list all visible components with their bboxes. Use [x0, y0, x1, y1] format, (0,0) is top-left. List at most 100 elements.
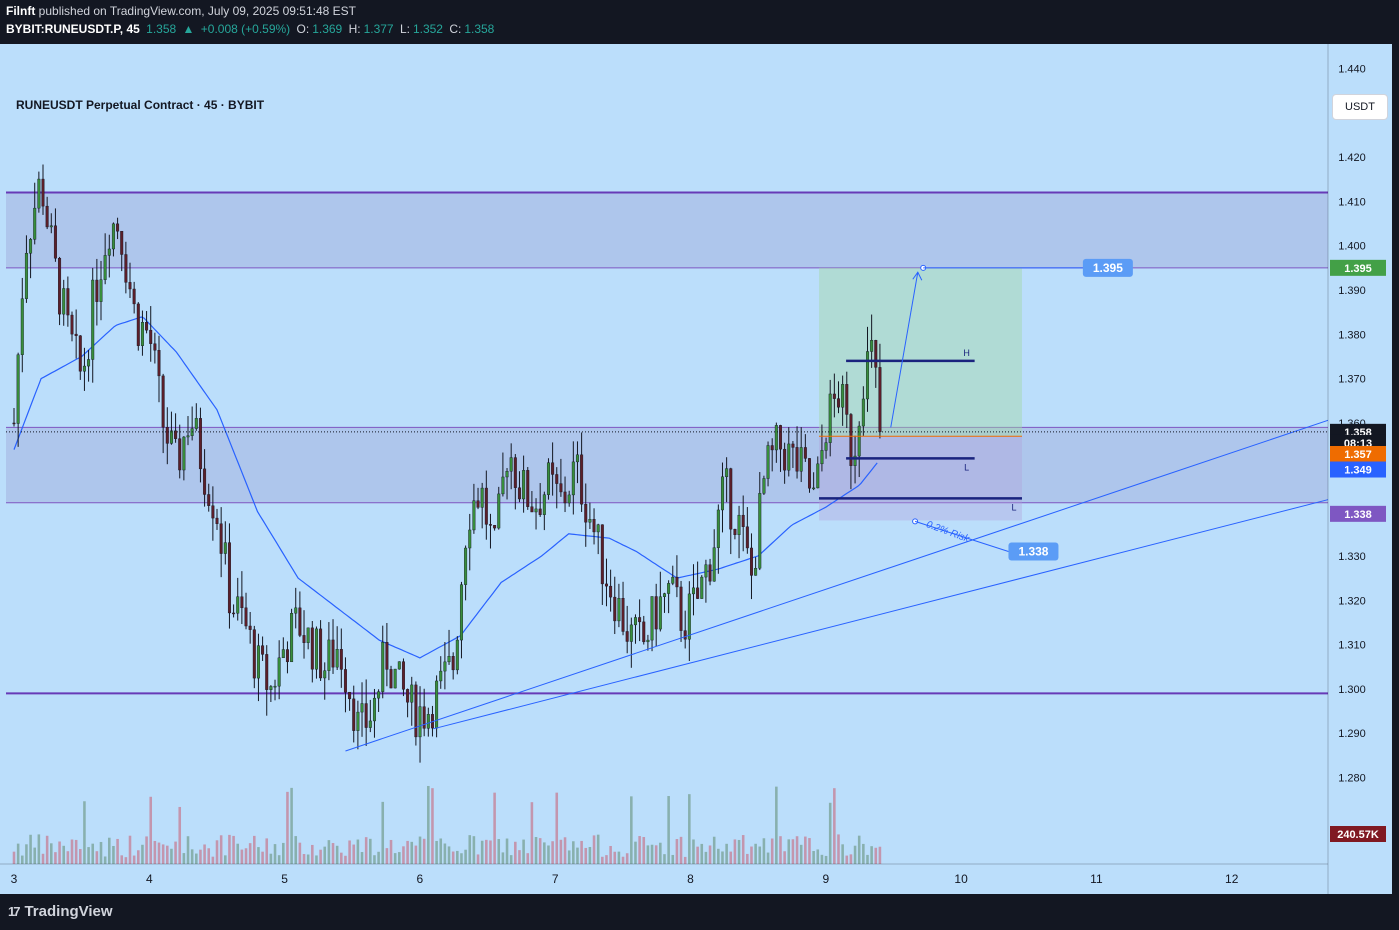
candle-body[interactable] [604, 583, 608, 587]
candle-body[interactable] [650, 596, 654, 641]
candle-body[interactable] [683, 630, 687, 640]
candle-body[interactable] [240, 596, 244, 609]
candle-body[interactable] [646, 639, 650, 643]
candle-body[interactable] [174, 430, 178, 439]
candle-body[interactable] [132, 288, 136, 305]
candle-body[interactable] [513, 457, 517, 488]
candle-body[interactable] [418, 706, 422, 738]
candle-body[interactable] [327, 639, 331, 671]
candle-body[interactable] [725, 468, 729, 478]
candle-body[interactable] [16, 354, 20, 424]
candle-body[interactable] [551, 462, 555, 475]
candle-body[interactable] [592, 518, 596, 533]
candle-body[interactable] [381, 642, 385, 692]
moving-average-line[interactable] [13, 316, 878, 659]
tradingview-logo[interactable]: 17 TradingView [8, 903, 113, 920]
candle-body[interactable] [451, 656, 455, 671]
candle-body[interactable] [290, 613, 294, 663]
candle-body[interactable] [331, 639, 335, 668]
candle-body[interactable] [584, 503, 588, 523]
candle-body[interactable] [29, 239, 33, 254]
candle-body[interactable] [53, 225, 57, 259]
candle-body[interactable] [488, 524, 492, 526]
candle-body[interactable] [791, 443, 795, 448]
candle-body[interactable] [269, 686, 273, 690]
trendline[interactable] [433, 497, 1334, 730]
candle-body[interactable] [372, 697, 376, 722]
candle-body[interactable] [265, 654, 269, 690]
trendline[interactable] [345, 418, 1334, 752]
candle-body[interactable] [770, 445, 774, 451]
candle-body[interactable] [447, 656, 451, 663]
candle-body[interactable] [588, 518, 592, 523]
candle-body[interactable] [145, 322, 149, 331]
candle-body[interactable] [733, 528, 737, 535]
candle-body[interactable] [737, 514, 741, 535]
candle-body[interactable] [99, 279, 103, 302]
author-name[interactable]: Filnft [6, 4, 36, 18]
candle-body[interactable] [555, 474, 559, 484]
candle-body[interactable] [389, 669, 393, 689]
candle-body[interactable] [762, 478, 766, 494]
candle-body[interactable] [596, 524, 600, 533]
candle-body[interactable] [754, 568, 758, 576]
candle-body[interactable] [861, 398, 865, 427]
candle-body[interactable] [455, 639, 459, 671]
candle-body[interactable] [149, 329, 153, 344]
candle-body[interactable] [49, 225, 53, 228]
candle-body[interactable] [741, 514, 745, 527]
candle-body[interactable] [82, 365, 86, 372]
candle-body[interactable] [62, 288, 66, 315]
candle-body[interactable] [625, 631, 629, 642]
candle-body[interactable] [252, 629, 256, 679]
candle-body[interactable] [310, 627, 314, 670]
candle-body[interactable] [638, 617, 642, 623]
candle-body[interactable] [364, 703, 368, 728]
candle-body[interactable] [600, 524, 604, 585]
candle-body[interactable] [186, 435, 190, 438]
candle-body[interactable] [642, 621, 646, 643]
candle-body[interactable] [509, 457, 513, 472]
candle-body[interactable] [335, 649, 339, 668]
candle-body[interactable] [70, 314, 74, 335]
candle-body[interactable] [232, 612, 236, 615]
candle-body[interactable] [169, 430, 173, 444]
candle-body[interactable] [837, 398, 840, 408]
candle-body[interactable] [783, 448, 787, 471]
candle-body[interactable] [161, 375, 165, 428]
candle-body[interactable] [306, 627, 310, 643]
candle-body[interactable] [878, 367, 882, 433]
candle-body[interactable] [679, 586, 683, 631]
candle-body[interactable] [95, 279, 99, 302]
candle-body[interactable] [107, 248, 111, 256]
candle-body[interactable] [37, 178, 41, 209]
candle-body[interactable] [633, 617, 637, 626]
candle-body[interactable] [12, 422, 16, 425]
candle-body[interactable] [464, 547, 468, 585]
candle-body[interactable] [832, 393, 836, 399]
candle-body[interactable] [758, 493, 762, 569]
candle-body[interactable] [526, 470, 530, 507]
candle-body[interactable] [393, 668, 397, 689]
candle-body[interactable] [621, 598, 625, 632]
candle-body[interactable] [178, 438, 182, 471]
candle-body[interactable] [609, 585, 613, 598]
candle-body[interactable] [667, 583, 671, 594]
candle-body[interactable] [795, 447, 799, 472]
candle-body[interactable] [575, 454, 579, 463]
candle-body[interactable] [24, 252, 28, 299]
candle-body[interactable] [658, 596, 662, 630]
candle-body[interactable] [700, 576, 704, 599]
candle-body[interactable] [538, 508, 542, 515]
candle-body[interactable] [41, 178, 45, 207]
candle-body[interactable] [215, 517, 219, 524]
candle-body[interactable] [140, 322, 144, 346]
candle-body[interactable] [194, 418, 198, 429]
candle-body[interactable] [820, 450, 824, 465]
candle-body[interactable] [343, 669, 347, 693]
candle-body[interactable] [497, 493, 501, 529]
candle-body[interactable] [849, 414, 853, 466]
candle-body[interactable] [691, 587, 695, 595]
candle-body[interactable] [414, 684, 418, 738]
candle-body[interactable] [45, 205, 49, 228]
